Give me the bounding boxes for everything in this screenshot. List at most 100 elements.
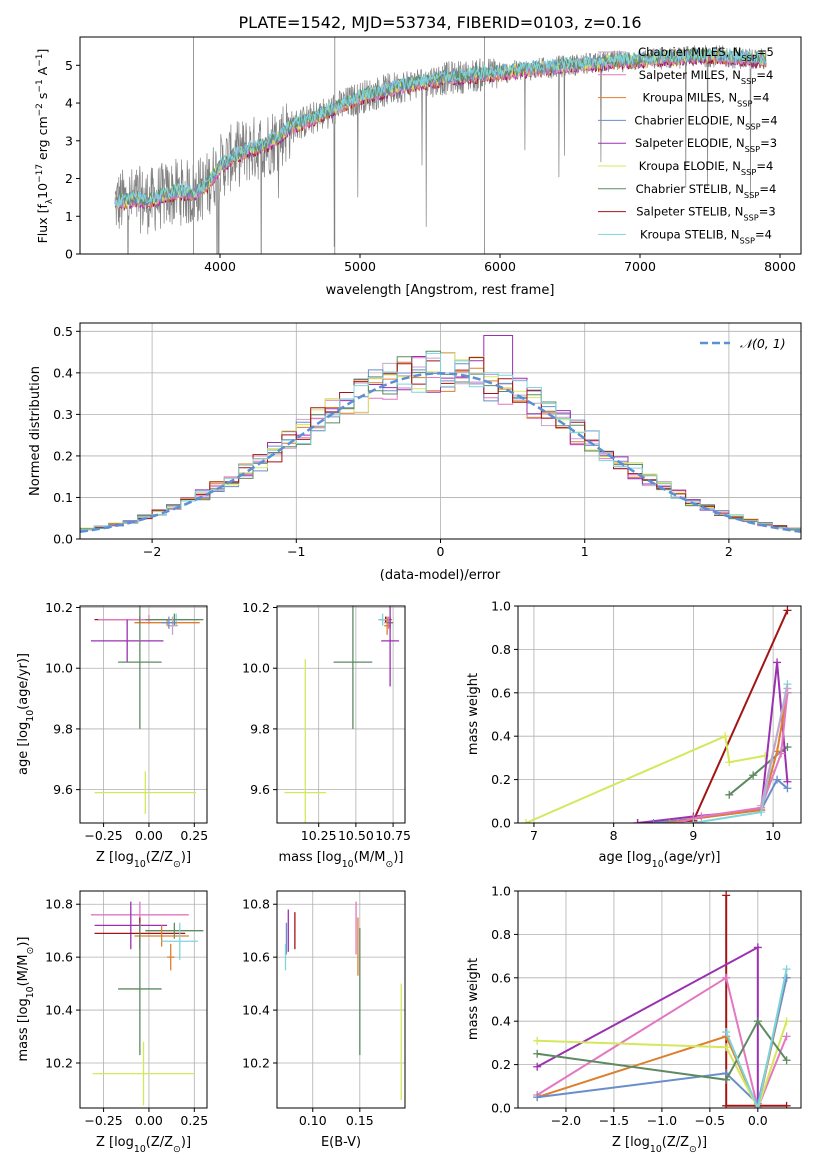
legend-label: Chabrier MILES, NSSP=5 — [638, 45, 774, 63]
age_vs_Z-plot-area — [90, 606, 204, 814]
y-tick-label: 10.4 — [45, 1003, 73, 1018]
x-tick-label: 0 — [437, 544, 445, 559]
data-marker — [722, 1028, 731, 1037]
x-tick-label: 0.25 — [180, 828, 208, 843]
y-axis-label: Flux [fλ10−17 erg cm−2 s−1 A−1] — [35, 49, 55, 244]
data-marker — [783, 606, 792, 615]
x-tick-label: 4000 — [204, 259, 236, 274]
data-marker — [722, 1043, 731, 1052]
y-tick-label: 9.8 — [53, 721, 73, 736]
y-tick-label: 0.0 — [491, 816, 511, 831]
x-tick-label: −0.25 — [84, 1113, 122, 1128]
y-tick-label: 9.6 — [53, 782, 73, 797]
series-line — [537, 1020, 788, 1108]
y-tick-label: 0.1 — [53, 490, 73, 505]
x-axis-label: Z [log10(Z/Z⊙)] — [612, 1135, 707, 1155]
data-marker — [782, 1101, 791, 1108]
data-marker — [783, 684, 792, 693]
mass_vs_ebv-axes: 0.10 0.15 10.2 10.4 10.6 10.8 E(B-V) — [242, 890, 406, 1150]
weight_vs_age-frame — [517, 605, 802, 824]
data-marker — [782, 1056, 791, 1065]
y-tick-label: 10.6 — [45, 950, 73, 965]
data-marker — [777, 749, 786, 758]
x-tick-label: 6000 — [484, 259, 516, 274]
weight_vs_age-axes: 7 8 9 10 0.0 0.2 0.4 0.6 0.8 1.0 age [log10(age/yr… — [466, 599, 802, 870]
residual-histogram — [80, 352, 801, 530]
age_vs_Z-axes: −0.25 0.00 0.25 9.6 9.8 10.0 10.2 Z [log10(Z/Z⊙… — [16, 600, 208, 869]
legend-label: Salpeter MILES, NSSP=4 — [639, 68, 774, 86]
x-tick-label: 0.00 — [135, 1113, 163, 1128]
y-axis-label: mass [log10(M/M⊙)] — [16, 937, 36, 1062]
y-tick-label: 4 — [65, 96, 73, 111]
x-tick-label: −2 — [143, 544, 161, 559]
y-tick-label: 10.2 — [242, 1056, 270, 1071]
x-tick-label: 2 — [725, 544, 733, 559]
series-line — [525, 734, 766, 823]
x-axis-label: Z [log10(Z/Z⊙)] — [96, 1135, 191, 1155]
data-marker — [633, 819, 642, 823]
series-line — [536, 976, 788, 1108]
mass_vs_Z-frame — [79, 890, 208, 1109]
mass_vs_Z-axes: −0.25 0.00 0.25 10.2 10.4 10.6 10.8 Z [log10(Z/… — [16, 890, 208, 1155]
legend-label: Kroupa MILES, NSSP=4 — [643, 91, 770, 109]
y-tick-label: 10.0 — [45, 661, 73, 676]
y-tick-label: 9.6 — [250, 782, 270, 797]
x-tick-label: −0.5 — [695, 1113, 725, 1128]
y-tick-label: 0.4 — [491, 729, 511, 744]
legend-label: Chabrier ELODIE, NSSP=4 — [634, 113, 777, 131]
y-tick-label: 3 — [65, 133, 73, 148]
x-axis-label: wavelength [Angstrom, rest frame] — [326, 283, 555, 298]
y-tick-label: 0.2 — [491, 1057, 511, 1072]
data-marker — [783, 784, 792, 793]
age_vs_mass-frame — [276, 605, 406, 824]
y-tick-label: 1.0 — [491, 884, 511, 899]
model-spectrum — [114, 47, 767, 209]
x-tick-label: 9 — [689, 828, 697, 843]
x-tick-label: 0.0 — [748, 1113, 768, 1128]
data-marker — [665, 819, 674, 823]
data-marker — [673, 819, 682, 823]
data-marker — [757, 801, 766, 810]
y-tick-label: 0.8 — [491, 927, 511, 942]
data-marker — [533, 1049, 542, 1058]
weight_vs_Z-frame — [517, 890, 802, 1109]
y-tick-label: 0 — [65, 247, 73, 262]
y-axis-label: mass weight — [466, 673, 481, 755]
age_vs_Z-frame — [79, 605, 208, 824]
x-tick-label: 7 — [530, 828, 538, 843]
data-marker — [649, 819, 658, 823]
y-tick-label: 0.8 — [491, 642, 511, 657]
y-tick-label: 10.8 — [242, 897, 270, 912]
y-tick-label: 0.2 — [53, 448, 73, 463]
y-tick-label: 10.6 — [242, 950, 270, 965]
x-tick-label: 10.75 — [375, 828, 411, 843]
legend-label: 𝒩(0, 1) — [740, 336, 786, 351]
x-axis-label: age [log10(age/yr)] — [599, 850, 721, 870]
legend-label: Kroupa ELODIE, NSSP=4 — [639, 159, 774, 177]
data-marker — [782, 1032, 791, 1041]
y-tick-label: 0.0 — [491, 1101, 511, 1116]
y-tick-label: 1 — [65, 209, 73, 224]
data-marker — [521, 819, 530, 823]
data-marker — [753, 1104, 762, 1108]
data-marker — [697, 812, 706, 821]
x-tick-label: −0.25 — [84, 828, 122, 843]
x-tick-label: 0.00 — [135, 828, 163, 843]
data-marker — [725, 758, 734, 767]
chart-layer: 4000 5000 6000 7000 8000 0 1 2 3 4 5 Chabrier MILES… — [16, 36, 802, 1155]
mass_vs_ebv-frame — [276, 890, 406, 1109]
x-tick-label: 0.25 — [180, 1113, 208, 1128]
data-marker — [782, 965, 791, 974]
series-line — [725, 895, 787, 1107]
x-tick-label: 0.15 — [346, 1113, 374, 1128]
x-tick-label: 10.25 — [301, 828, 337, 843]
y-tick-label: 10.2 — [45, 600, 73, 615]
x-tick-label: 1 — [581, 544, 589, 559]
y-tick-label: 9.8 — [250, 721, 270, 736]
data-marker — [533, 1062, 542, 1071]
data-marker — [533, 1036, 542, 1045]
y-tick-label: 10.8 — [45, 897, 73, 912]
x-tick-label: −1 — [287, 544, 305, 559]
data-marker — [722, 891, 731, 900]
